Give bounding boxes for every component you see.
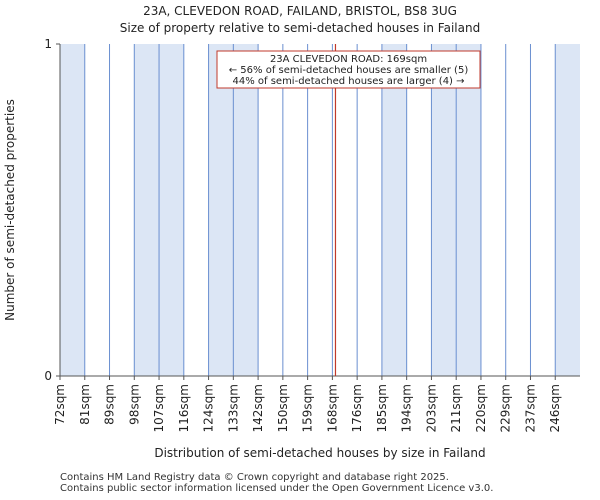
bar-203sqm (431, 44, 457, 376)
x-tick-label: 89sqm (103, 384, 117, 425)
bar-246sqm (555, 44, 580, 376)
annotation-line-2: ← 56% of semi-detached houses are smalle… (229, 65, 469, 76)
y-tick-label: 0 (44, 369, 52, 383)
x-tick-label: 159sqm (301, 384, 315, 432)
x-tick-label: 168sqm (325, 384, 339, 432)
x-tick-label: 98sqm (127, 384, 141, 425)
bar-185sqm (381, 44, 407, 376)
x-tick-label: 229sqm (499, 384, 513, 432)
y-tick-label: 1 (44, 37, 52, 51)
x-axis-label: Distribution of semi-detached houses by … (154, 446, 485, 460)
annotation-line-1: 23A CLEVEDON ROAD: 169sqm (270, 54, 427, 65)
chart-subtitle: Size of property relative to semi-detach… (119, 21, 481, 35)
x-tick-label: 107sqm (152, 384, 166, 432)
x-tick-label: 203sqm (424, 384, 438, 432)
x-tick-label: 150sqm (276, 384, 290, 432)
x-tick-label: 211sqm (449, 384, 463, 432)
footer-line-2: Contains public sector information licen… (60, 483, 494, 494)
bar-211sqm (456, 44, 481, 376)
bar-107sqm (159, 44, 184, 376)
x-tick-label: 237sqm (523, 384, 537, 432)
annotation-box: 23A CLEVEDON ROAD: 169sqm ← 56% of semi-… (216, 50, 481, 89)
y-ticks: 01 (44, 37, 60, 383)
x-tick-label: 81sqm (78, 384, 92, 425)
x-ticks: 72sqm 81sqm 89sqm 98sqm 107sqm 116sqm 124sqm 13… (53, 376, 562, 432)
x-tick-label: 133sqm (226, 384, 240, 432)
x-tick-label: 176sqm (350, 384, 364, 432)
annotation-line-3: 44% of semi-detached houses are larger (… (232, 76, 464, 87)
bar-133sqm (233, 44, 259, 376)
footer-line-1: Contains HM Land Registry data © Crown c… (60, 472, 449, 483)
x-tick-label: 246sqm (548, 384, 562, 432)
bar-72sqm (60, 44, 85, 376)
bar-124sqm (208, 44, 234, 376)
x-tick-label: 142sqm (251, 384, 265, 432)
x-tick-label: 185sqm (375, 384, 389, 432)
bar-168sqm (332, 44, 358, 376)
x-tick-label: 194sqm (400, 384, 414, 432)
x-tick-label: 116sqm (177, 384, 191, 432)
x-tick-label: 124sqm (202, 384, 216, 432)
x-tick-label: 72sqm (53, 384, 67, 425)
bars-group (60, 44, 580, 376)
x-tick-label: 220sqm (474, 384, 488, 432)
chart-title: 23A, CLEVEDON ROAD, FAILAND, BRISTOL, BS… (143, 4, 457, 18)
bar-98sqm (134, 44, 160, 376)
y-axis-label: Number of semi-detached properties (3, 99, 17, 321)
